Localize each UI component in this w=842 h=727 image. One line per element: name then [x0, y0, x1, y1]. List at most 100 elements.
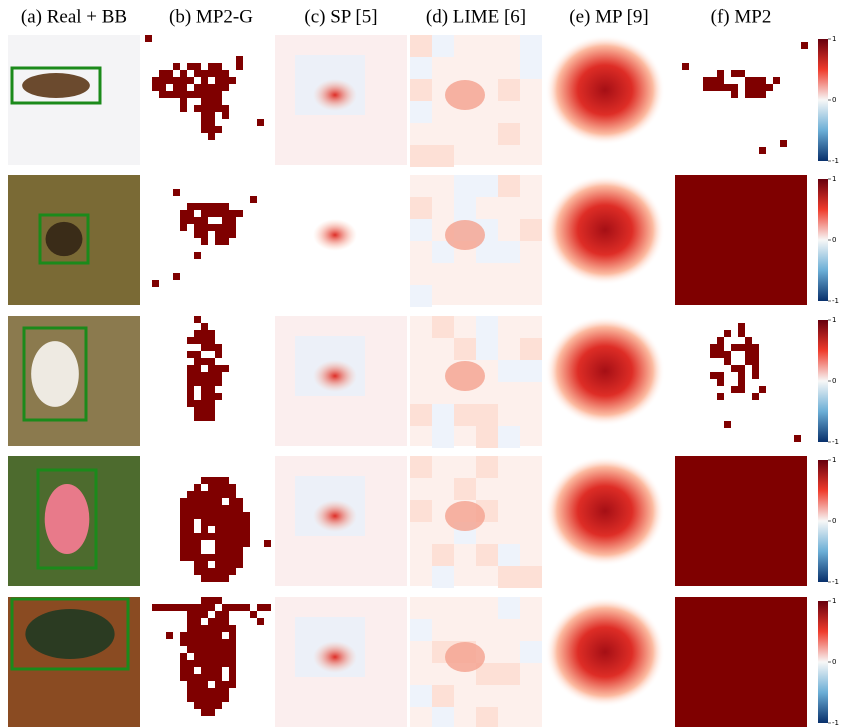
mask-pixel — [222, 210, 229, 217]
mask-pixel — [752, 358, 759, 365]
mask-pixel — [215, 561, 222, 568]
mask-pixel — [215, 674, 222, 681]
mask-pixel — [236, 554, 243, 561]
mask-pixel — [201, 203, 208, 210]
mask-pixel — [215, 632, 222, 639]
lime-patch — [454, 404, 476, 426]
mask-pixel — [187, 533, 194, 540]
mask-pixel — [194, 681, 201, 688]
mask-pixel — [759, 84, 766, 91]
mp-heat — [545, 175, 665, 285]
mask-pixel — [201, 393, 208, 400]
mask-pixel — [222, 653, 229, 660]
saliency-spot — [313, 641, 357, 673]
mask-pixel — [222, 203, 229, 210]
mask-pixel — [215, 575, 222, 582]
mask-pixel — [187, 540, 194, 547]
lime-patch — [432, 404, 454, 426]
mask-pixel — [187, 379, 194, 386]
mask-pixel — [208, 386, 215, 393]
colorbar-tick-label: 1 — [832, 35, 836, 43]
mask-pixel — [194, 639, 201, 646]
mask-pixel — [215, 126, 222, 133]
mask-pixel — [752, 84, 759, 91]
mask-pixel — [717, 84, 724, 91]
mask-pixel — [229, 505, 236, 512]
mask-pixel — [194, 337, 201, 344]
mask-pixel — [236, 561, 243, 568]
mask-pixel — [159, 91, 166, 98]
colorbar-tick-label: -1 — [832, 719, 839, 727]
mask-pixel — [201, 400, 208, 407]
column-header: (b) MP2-G — [169, 6, 253, 27]
mask-pixel — [773, 77, 780, 84]
mask-pixel — [229, 540, 236, 547]
mask-pixel — [201, 330, 208, 337]
lime-region — [445, 80, 485, 110]
mask-pixel — [229, 526, 236, 533]
mask-pixel — [201, 604, 208, 611]
colorbar-tick-label: 0 — [832, 236, 836, 244]
mask-pixel — [215, 98, 222, 105]
mask-pixel — [731, 344, 738, 351]
mask-pixel — [215, 210, 222, 217]
lime-patch — [432, 707, 454, 727]
mask-pixel — [187, 618, 194, 625]
mask-pixel — [159, 77, 166, 84]
mask-pixel — [229, 632, 236, 639]
mask-pixel — [187, 526, 194, 533]
mask-pixel — [208, 688, 215, 695]
mask-pixel — [229, 667, 236, 674]
mask-pixel — [738, 344, 745, 351]
mask-pixel — [201, 105, 208, 112]
mask-pixel — [717, 351, 724, 358]
lime-patch — [520, 219, 542, 241]
colorbar-tick-label: -1 — [832, 438, 839, 446]
mask-pixel — [208, 709, 215, 716]
mask-pixel — [222, 477, 229, 484]
mask-pixel — [180, 653, 187, 660]
mask-pixel — [208, 512, 215, 519]
mask-pixel — [194, 695, 201, 702]
mask-pixel — [222, 533, 229, 540]
lime-patch — [410, 145, 432, 167]
mask-pixel — [215, 379, 222, 386]
mask-pixel — [166, 77, 173, 84]
lime-patch — [410, 57, 432, 79]
photo — [8, 35, 140, 165]
mask-pixel — [180, 512, 187, 519]
mask-pixel — [229, 533, 236, 540]
mask-pixel — [222, 491, 229, 498]
colorbar-tick-label: 1 — [832, 316, 836, 324]
mask-pixel — [215, 526, 222, 533]
mask-pixel — [187, 674, 194, 681]
mask-pixel — [229, 547, 236, 554]
saliency-spot — [313, 500, 357, 532]
mask-pixel — [152, 84, 159, 91]
mask-pixel — [731, 84, 738, 91]
mask-pixel — [180, 70, 187, 77]
mask-pixel — [229, 554, 236, 561]
mask-pixel — [236, 533, 243, 540]
mask-pixel — [201, 379, 208, 386]
mask-pixel — [166, 604, 173, 611]
mask-pixel — [152, 280, 159, 287]
mask-pixel — [222, 561, 229, 568]
mask-pixel — [201, 386, 208, 393]
mask-pixel — [208, 653, 215, 660]
mask-pixel — [208, 407, 215, 414]
mask-pixel — [208, 533, 215, 540]
mask-pixel — [194, 365, 201, 372]
mask-pixel — [194, 561, 201, 568]
mask-pixel — [222, 660, 229, 667]
mask-pixel — [222, 519, 229, 526]
mask-pixel — [243, 604, 250, 611]
mask-pixel — [215, 77, 222, 84]
mask-pixel — [229, 217, 236, 224]
mask-pixel — [201, 688, 208, 695]
mask-pixel — [194, 674, 201, 681]
mask-pixel — [208, 505, 215, 512]
mask-pixel — [257, 618, 264, 625]
figure-row: 10-1 — [8, 35, 839, 167]
mask-pixel — [215, 505, 222, 512]
